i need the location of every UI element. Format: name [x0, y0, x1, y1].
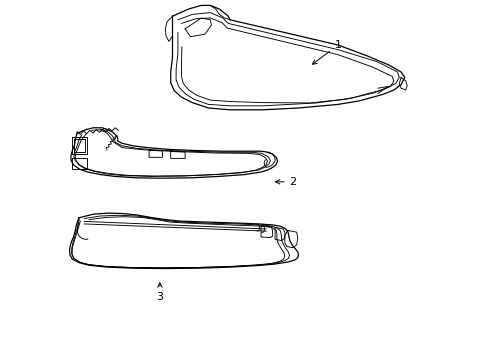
Text: 1: 1: [312, 40, 341, 64]
Text: 3: 3: [156, 283, 163, 302]
Text: 2: 2: [275, 177, 296, 187]
